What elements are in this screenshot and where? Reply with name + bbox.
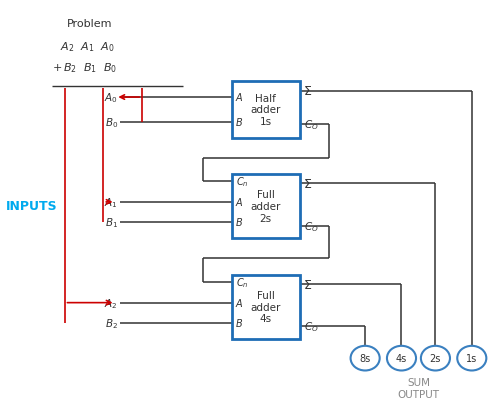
Text: INPUTS: INPUTS — [6, 200, 58, 213]
Text: A: A — [236, 197, 243, 207]
Circle shape — [457, 346, 487, 370]
Circle shape — [350, 346, 380, 370]
Text: Σ: Σ — [303, 278, 311, 291]
Text: B: B — [236, 117, 243, 127]
Text: Σ: Σ — [303, 178, 311, 190]
Circle shape — [421, 346, 450, 370]
Text: $A_1$: $A_1$ — [104, 195, 118, 209]
Text: Full
adder
2s: Full adder 2s — [250, 190, 281, 223]
Text: A: A — [236, 93, 243, 103]
Text: B: B — [236, 218, 243, 228]
Text: Σ: Σ — [303, 85, 311, 98]
Text: $A_2$: $A_2$ — [104, 296, 118, 310]
Text: B: B — [236, 318, 243, 328]
FancyBboxPatch shape — [232, 175, 299, 238]
Text: $B_1$: $B_1$ — [105, 216, 118, 230]
FancyBboxPatch shape — [232, 275, 299, 339]
Text: 1s: 1s — [466, 353, 477, 363]
Text: $A_0$: $A_0$ — [104, 91, 118, 104]
Text: A: A — [236, 298, 243, 308]
Text: 8s: 8s — [359, 353, 371, 363]
Text: SUM
OUTPUT: SUM OUTPUT — [397, 377, 440, 399]
Text: $B_2$: $B_2$ — [105, 316, 118, 330]
Text: 4s: 4s — [396, 353, 407, 363]
Text: 2s: 2s — [430, 353, 441, 363]
Text: $C_O$: $C_O$ — [303, 219, 318, 233]
Text: $C_n$: $C_n$ — [236, 275, 248, 289]
Text: Full
adder
4s: Full adder 4s — [250, 290, 281, 323]
Text: $B_0$: $B_0$ — [104, 116, 118, 129]
Text: $C_O$: $C_O$ — [303, 320, 318, 334]
FancyBboxPatch shape — [232, 81, 299, 139]
Text: Half
adder
1s: Half adder 1s — [250, 93, 281, 127]
Text: $C_n$: $C_n$ — [236, 175, 248, 189]
Circle shape — [387, 346, 416, 370]
Text: $+\,B_2$  $B_1$  $B_0$: $+\,B_2$ $B_1$ $B_0$ — [52, 61, 117, 75]
Text: $A_2$  $A_1$  $A_0$: $A_2$ $A_1$ $A_0$ — [60, 40, 114, 53]
Text: Problem: Problem — [67, 19, 112, 29]
Text: $C_O$: $C_O$ — [303, 118, 318, 131]
